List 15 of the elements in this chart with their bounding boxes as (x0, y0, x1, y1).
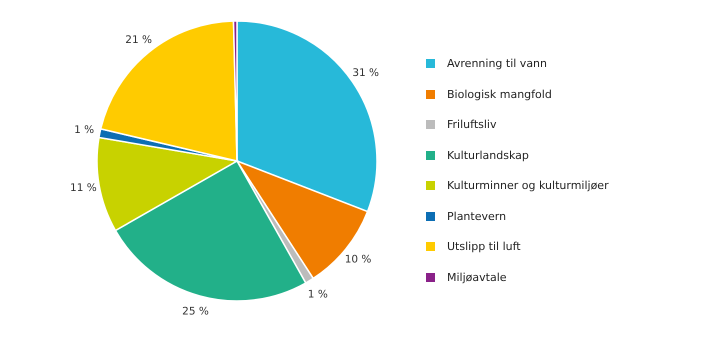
data-label: 1 % (74, 124, 94, 136)
data-label: 25 % (182, 305, 209, 318)
data-label: 31 % (352, 66, 380, 79)
legend-label: Miljøavtale (447, 270, 507, 284)
data-label: 21 % (125, 34, 152, 46)
legend-label: Kulturminner og kulturmiljøer (447, 179, 609, 192)
legend-label: Avrenning til vann (447, 57, 548, 70)
legend-label: Utslipp til luft (447, 240, 521, 254)
data-label: 11 % (70, 182, 97, 194)
legend-label: Friluftsliv (447, 118, 496, 132)
legend-label: Biologisk mangfold (447, 88, 552, 101)
legend-label: Plantevern (447, 210, 506, 223)
legend-label: Kulturlandskap (447, 148, 529, 162)
data-label: 1 % (308, 288, 328, 300)
data-label: 10 % (344, 253, 372, 266)
